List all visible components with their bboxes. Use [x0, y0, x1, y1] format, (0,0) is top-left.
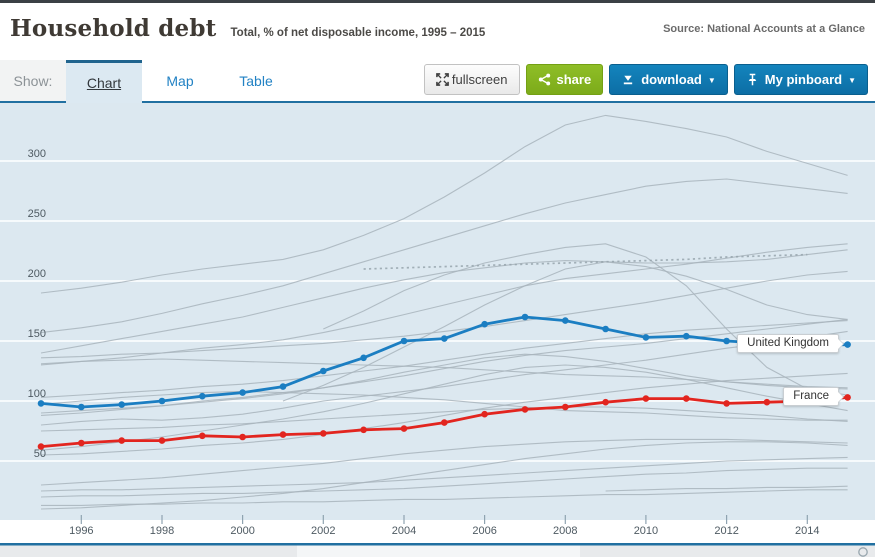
x-axis-label: 2000 — [230, 525, 255, 537]
fullscreen-button[interactable]: fullscreen — [423, 64, 520, 95]
fullscreen-label: fullscreen — [451, 72, 508, 87]
download-icon — [624, 75, 633, 85]
series-average-dotted — [363, 253, 808, 270]
caret-down-icon: ▼ — [848, 76, 856, 85]
page-title: Household debt — [10, 15, 217, 42]
x-axis-label: 2002 — [311, 525, 336, 537]
y-axis-label: 50 — [33, 448, 46, 460]
y-axis-label: 100 — [27, 388, 46, 400]
x-axis-label: 2014 — [795, 525, 820, 537]
tab-chart[interactable]: Chart — [66, 60, 142, 103]
series-background-10 — [40, 390, 848, 421]
pin-icon — [748, 73, 757, 86]
x-axis-label: 1998 — [149, 525, 175, 537]
x-axis-label: 2008 — [553, 525, 578, 537]
series-background-2 — [40, 178, 848, 334]
y-axis-label: 300 — [27, 148, 46, 160]
series-background-9 — [40, 358, 848, 389]
series-label-united-kingdom-text: United Kingdom — [747, 337, 829, 349]
series-label-united-kingdom[interactable]: United Kingdom — [737, 334, 844, 353]
x-axis-label: 1996 — [69, 525, 94, 537]
caret-down-icon: ▼ — [707, 76, 716, 85]
series-background-19 — [605, 485, 848, 492]
share-button[interactable]: share — [525, 64, 604, 95]
series-background-22 — [323, 243, 848, 396]
pinboard-label: My pinboard — [764, 72, 843, 87]
tab-chart-label: Chart — [86, 75, 122, 91]
series-background-1 — [40, 114, 848, 294]
series-background-14 — [40, 438, 848, 486]
x-axis-label: 2012 — [714, 525, 739, 537]
line-chart[interactable] — [0, 103, 875, 557]
tab-table-label: Table — [239, 72, 273, 89]
header: Household debt Total, % of net disposabl… — [0, 3, 875, 58]
x-axis-label: 2010 — [633, 525, 659, 537]
series-background-20 — [40, 441, 848, 510]
series-background-16 — [40, 456, 848, 492]
show-label: Show: — [13, 72, 53, 89]
show-box: Show: — [0, 60, 66, 101]
title-row: Household debt Total, % of net disposabl… — [10, 15, 865, 42]
tab-map[interactable]: Map — [142, 60, 218, 101]
series-background-13 — [40, 372, 848, 456]
series-background-17 — [40, 467, 848, 498]
series-background-7 — [40, 320, 848, 398]
series-background-8 — [40, 353, 848, 414]
series-background-15 — [282, 261, 848, 402]
share-icon — [538, 73, 550, 86]
page-subtitle: Total, % of net disposable income, 1995 … — [230, 27, 486, 39]
series-background-5 — [40, 270, 848, 359]
tab-table[interactable]: Table — [218, 60, 294, 101]
series-label-france[interactable]: France — [783, 387, 844, 406]
tab-map-label: Map — [166, 72, 194, 89]
source-note: Source: National Accounts at a Glance — [663, 23, 865, 35]
series-label-france-text: France — [793, 390, 829, 402]
series-background-3 — [40, 243, 848, 366]
y-axis-label: 250 — [27, 208, 46, 220]
chart-actions: fullscreen share download ▼ — [423, 64, 868, 95]
series-background-11 — [40, 364, 848, 451]
series-background-4 — [40, 249, 848, 354]
download-button[interactable]: download ▼ — [609, 64, 728, 95]
y-axis-label: 150 — [27, 328, 46, 340]
y-axis-label: 200 — [27, 268, 46, 280]
chart-area: 300 250 200 150 100 50 1996 1998 2000 2002 2004 20… — [0, 103, 875, 557]
series-background-18 — [41, 489, 848, 506]
my-pinboard-button[interactable]: My pinboard ▼ — [733, 64, 868, 95]
download-label: download — [641, 72, 702, 87]
x-axis-label: 2004 — [391, 525, 417, 537]
top-border — [0, 0, 875, 3]
x-axis-label: 2006 — [472, 525, 497, 537]
view-switcher: Show: Chart Map Table fullscreen — [0, 58, 875, 103]
series-background-21 — [40, 406, 848, 432]
fullscreen-icon — [435, 73, 449, 86]
share-label: share — [556, 72, 592, 87]
series-background-12 — [40, 330, 848, 426]
